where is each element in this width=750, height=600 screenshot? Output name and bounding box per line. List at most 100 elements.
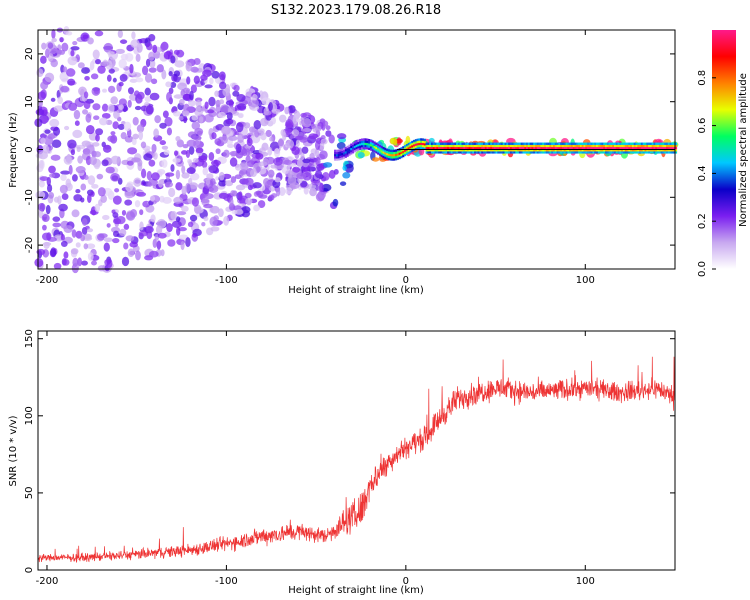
spectrogram-cell [201, 221, 206, 227]
spectrogram-cell [311, 180, 322, 186]
spectrogram-cell [40, 81, 49, 90]
spectrogram-cell [633, 142, 636, 145]
spectrogram-cell [380, 152, 383, 155]
spectrogram-cell [359, 143, 362, 146]
spectrogram-cell [357, 143, 360, 147]
spectrogram-cell [506, 144, 509, 148]
spectrogram-cell [377, 150, 380, 153]
spectrogram-cell [416, 147, 419, 150]
spectrogram-cell [552, 149, 556, 152]
spectrogram-cell [378, 144, 382, 148]
spectrogram-cell [343, 152, 346, 155]
spectrogram-cell [295, 139, 300, 147]
spectrogram-cell [393, 153, 396, 157]
spectrogram-cell [198, 155, 208, 163]
spectrogram-cell [375, 151, 378, 154]
spectrogram-cell [662, 144, 665, 148]
spectrogram-cell [547, 144, 550, 148]
spectrogram-cell [215, 148, 221, 155]
spectrogram-cell [106, 74, 112, 82]
spectrogram-cell [39, 176, 49, 181]
spectrogram-cell [619, 142, 622, 145]
spectrogram-cell [651, 146, 654, 150]
spectrogram-cell [360, 142, 364, 146]
spectrogram-cell [144, 96, 152, 102]
spectrogram-cell [531, 146, 534, 150]
spectrogram-cell [554, 142, 557, 145]
spectrogram-cell [524, 142, 527, 145]
spectrogram-cell [409, 146, 412, 149]
spectrogram-cell [229, 157, 238, 167]
spectrogram-cell [395, 157, 398, 161]
spectrogram-cell [384, 154, 387, 157]
spectrogram-cell [457, 144, 460, 148]
spectrogram-cell [74, 120, 80, 126]
spectrogram-cell [101, 159, 109, 167]
spectrogram-cell [119, 74, 128, 82]
spectrogram-cell [380, 148, 383, 151]
spectrogram-cell [350, 152, 353, 155]
spectrogram-cell [443, 142, 446, 145]
spectrogram-cell [301, 146, 309, 154]
spectrogram-cell [396, 148, 399, 152]
spectrogram-cell [551, 146, 554, 150]
spectrogram-cell [569, 149, 572, 152]
spectrogram-cell [483, 151, 486, 154]
spectrogram-cell [491, 144, 495, 148]
spectrogram-cell [508, 149, 511, 152]
spectrogram-cell [585, 144, 588, 148]
spectrogram-cell [495, 144, 498, 148]
spectrogram-cell [544, 149, 547, 152]
spectrogram-cell [192, 157, 199, 163]
spectrogram-cell [430, 144, 434, 148]
spectrogram-cell [119, 228, 127, 237]
spectrogram-cell [150, 214, 156, 223]
spectrogram-cell [599, 151, 602, 154]
snr-x-tick-label: 100 [576, 576, 595, 587]
spectrogram-cell [53, 126, 61, 136]
spectrogram-cell [366, 138, 369, 141]
spectrogram-cell [655, 151, 658, 154]
spectrogram-cell [131, 31, 136, 40]
spectrogram-cell [273, 148, 281, 158]
spectrogram-cell [637, 142, 640, 145]
spectrogram-cell [297, 158, 303, 168]
spectrogram-cell [459, 142, 462, 145]
spectrogram-cell [173, 196, 184, 204]
spectrogram-cell [434, 151, 437, 154]
spectrogram-cell [655, 142, 658, 145]
spectrogram-cell [208, 96, 216, 107]
spectrogram-cell [257, 128, 265, 134]
spectrogram-cell [578, 149, 581, 152]
spectrogram-cell [486, 144, 489, 148]
spectrogram-cell [538, 151, 541, 154]
spectrogram-cell [160, 43, 166, 53]
spectrogram-cell [359, 138, 362, 142]
spectrogram-cell [585, 151, 588, 154]
spectrogram-cell [334, 153, 337, 157]
spectrogram-cell [47, 184, 53, 193]
spectrogram-cell [378, 146, 382, 150]
spectrogram-cell [407, 151, 410, 154]
spectrogram-cell [432, 149, 435, 152]
spectrogram-cell [300, 180, 308, 188]
spectrogram-cell [228, 99, 234, 109]
spectrogram-cell [107, 103, 115, 113]
spectrogram-cell [470, 144, 473, 148]
spectrogram-cell [588, 146, 591, 150]
spectrogram-cell [655, 149, 658, 152]
spectrogram-cell [427, 146, 430, 150]
spectrogram-cell [86, 144, 95, 155]
spectrogram-cell [382, 153, 385, 156]
spectrogram-cell [669, 144, 672, 148]
spectrogram-cell [100, 194, 107, 203]
spectrogram-cell [596, 144, 599, 148]
spectrogram-cell [594, 144, 597, 148]
spectrogram-cell [439, 149, 443, 152]
spectrogram-cell [527, 146, 530, 150]
spectrogram-cell [275, 187, 281, 197]
spectrogram-cell [233, 84, 240, 92]
spectrogram-cell [549, 142, 552, 145]
snr-y-axis-label: SNR (10 * v/v) [8, 415, 19, 486]
spectrogram-cell [457, 146, 460, 150]
